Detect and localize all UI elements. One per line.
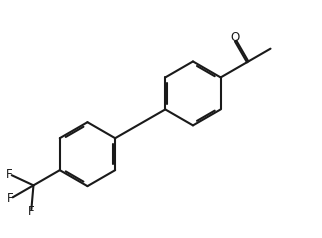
Text: F: F <box>28 205 34 218</box>
Text: O: O <box>230 31 239 44</box>
Text: F: F <box>7 192 14 205</box>
Text: F: F <box>6 168 13 181</box>
